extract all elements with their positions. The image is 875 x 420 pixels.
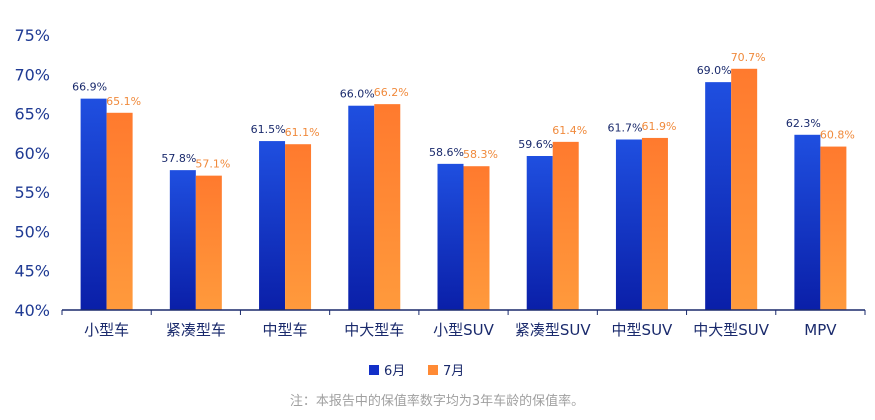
data-label-series-2: 66.2% — [374, 86, 409, 99]
bar-series-2 — [641, 137, 668, 310]
y-tick-label: 65% — [14, 105, 50, 124]
bar-series-1 — [348, 105, 375, 310]
data-label-series-1: 57.8% — [161, 152, 196, 165]
y-tick-label: 50% — [14, 222, 50, 241]
x-tick-label: 紧凑型车 — [166, 321, 226, 339]
x-tick-label: 中型SUV — [612, 321, 674, 339]
bar-series-1 — [526, 156, 553, 310]
bar-series-2 — [285, 144, 312, 310]
x-tick-label: 中大型车 — [344, 321, 404, 339]
data-label-series-2: 61.1% — [285, 126, 320, 139]
bar-series-2 — [731, 68, 758, 311]
legend-swatch-series-2 — [428, 365, 438, 375]
x-tick-label: MPV — [804, 321, 837, 339]
x-tick-label: 小型车 — [84, 321, 129, 339]
bar-series-1 — [615, 139, 642, 310]
bar-series-2 — [374, 104, 401, 311]
bar-series-1 — [80, 98, 107, 311]
data-label-series-1: 62.3% — [786, 117, 821, 130]
bar-series-2 — [106, 112, 133, 311]
bar-series-2 — [463, 166, 490, 310]
bar-series-1 — [169, 170, 196, 310]
data-label-series-1: 58.6% — [429, 146, 464, 159]
legend-label-series-2: 7月 — [443, 364, 464, 379]
data-label-series-1: 69.0% — [697, 64, 732, 77]
bar-series-2 — [820, 146, 847, 310]
data-label-series-2: 57.1% — [195, 158, 230, 171]
data-label-series-2: 58.3% — [463, 148, 498, 161]
y-tick-label: 40% — [14, 301, 50, 320]
data-label-series-2: 61.4% — [552, 124, 587, 137]
data-label-series-1: 59.6% — [518, 138, 553, 151]
x-tick-label: 中型车 — [263, 321, 308, 339]
data-label-series-1: 66.9% — [72, 81, 107, 94]
x-tick-label: 中大型SUV — [693, 321, 770, 339]
y-tick-label: 55% — [14, 183, 50, 202]
x-tick-label: 小型SUV — [433, 321, 495, 339]
y-tick-label: 45% — [14, 262, 50, 281]
y-tick-label: 75% — [14, 26, 50, 45]
bar-series-1 — [259, 141, 286, 310]
bar-series-1 — [794, 134, 821, 310]
data-label-series-2: 60.8% — [820, 129, 855, 142]
footnote: 注：本报告中的保值率数字均为3年车龄的保值率。 — [290, 393, 584, 409]
data-label-series-1: 66.0% — [340, 88, 375, 101]
x-axis: 小型车 紧凑型车 中型车 中大型车 小型SUV 紧凑型SUV 中型SUV 中大型SUV MPV — [61, 309, 866, 339]
data-label-series-2: 61.9% — [641, 120, 676, 133]
y-tick-label: 70% — [14, 65, 50, 84]
legend: 6月 7月 — [369, 364, 464, 379]
data-label-series-1: 61.5% — [251, 123, 286, 136]
bar-series-2 — [552, 141, 579, 310]
bar-series-2 — [195, 175, 222, 310]
data-label-series-2: 70.7% — [731, 51, 766, 64]
legend-label-series-1: 6月 — [384, 364, 405, 379]
data-label-series-1: 61.7% — [607, 122, 642, 135]
legend-swatch-series-1 — [369, 365, 379, 375]
bar-series-1 — [705, 82, 732, 311]
x-tick-label: 紧凑型SUV — [515, 321, 592, 339]
y-axis: 40% 45% 50% 55% 60% 65% 70% 75% — [14, 26, 50, 320]
data-label-series-2: 65.1% — [106, 95, 141, 108]
bars: 66.9%65.1% 57.8% 57.1% 61.5% 61.1% 66.0% 66.2%… — [72, 51, 855, 311]
bar-series-1 — [437, 163, 464, 310]
y-tick-label: 60% — [14, 144, 50, 163]
